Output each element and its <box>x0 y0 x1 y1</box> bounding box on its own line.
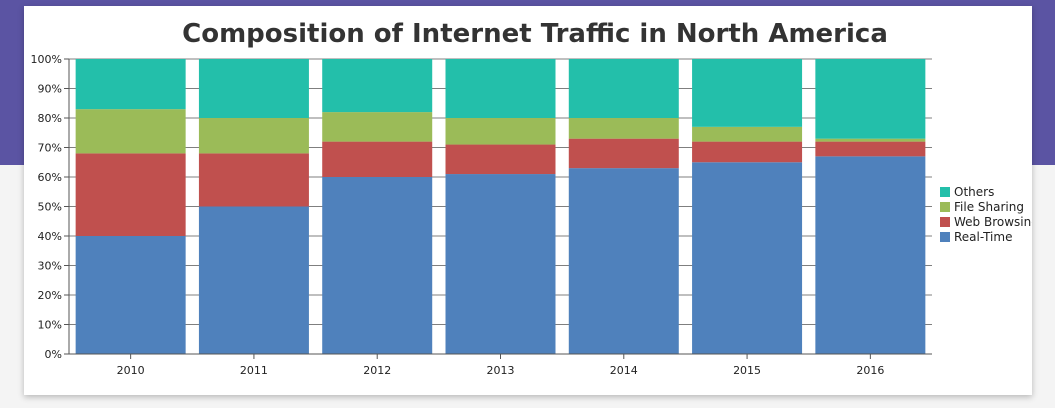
legend-swatch <box>940 202 950 212</box>
y-tick-label: 60% <box>38 171 62 184</box>
bar-segment-real-time-2014[interactable] <box>568 168 679 354</box>
bar-segment-others-2010[interactable] <box>75 59 186 110</box>
bar-segment-web-browsing-2011[interactable] <box>198 153 309 207</box>
bar-segment-file-sharing-2010[interactable] <box>75 109 186 154</box>
x-tick-label: 2010 <box>117 364 145 377</box>
stacked-bar-chart: Composition of Internet Traffic in North… <box>31 19 1032 377</box>
bar-segment-real-time-2016[interactable] <box>815 156 926 354</box>
bar-segment-others-2015[interactable] <box>692 59 803 127</box>
bar-segment-web-browsing-2010[interactable] <box>75 153 186 236</box>
bar-segment-web-browsing-2015[interactable] <box>692 141 803 163</box>
bar-segment-file-sharing-2011[interactable] <box>198 118 309 154</box>
legend-item-label[interactable]: File Sharing <box>954 200 1024 214</box>
y-tick-label: 70% <box>38 142 62 155</box>
x-tick-label: 2014 <box>610 364 638 377</box>
x-tick-label: 2012 <box>363 364 391 377</box>
chart-card: Composition of Internet Traffic in North… <box>24 6 1032 395</box>
bar-segment-web-browsing-2012[interactable] <box>322 141 433 177</box>
legend-item-label[interactable]: Others <box>954 185 994 199</box>
y-tick-label: 20% <box>38 289 62 302</box>
bar-segment-others-2011[interactable] <box>198 59 309 118</box>
bar-segment-file-sharing-2013[interactable] <box>445 118 556 145</box>
bar-segment-real-time-2010[interactable] <box>75 236 186 354</box>
y-tick-label: 10% <box>38 319 62 332</box>
bar-segment-real-time-2013[interactable] <box>445 174 556 354</box>
y-tick-label: 40% <box>38 230 62 243</box>
legend-swatch <box>940 232 950 242</box>
y-axis: 0% 10% 20% 30% 40% 50% 60% 70% 80% 90% 100% <box>31 53 70 361</box>
legend-item-label[interactable]: Web Browsing <box>954 215 1032 229</box>
legend-item-label[interactable]: Real-Time <box>954 230 1012 244</box>
y-tick-label: 0% <box>45 348 62 361</box>
x-tick-label: 2013 <box>487 364 515 377</box>
bar-segment-file-sharing-2015[interactable] <box>692 126 803 142</box>
x-axis: 2010 2011 2012 2013 2014 2015 2016 <box>69 353 932 377</box>
bar-segment-file-sharing-2014[interactable] <box>568 118 679 139</box>
bar-segment-real-time-2015[interactable] <box>692 162 803 354</box>
legend-swatch <box>940 187 950 197</box>
chart-title: Composition of Internet Traffic in North… <box>182 19 888 49</box>
bar-segment-others-2013[interactable] <box>445 59 556 118</box>
bar-segment-others-2016[interactable] <box>815 59 926 139</box>
y-tick-label: 30% <box>38 260 62 273</box>
bar-segment-others-2014[interactable] <box>568 59 679 118</box>
bar-segment-real-time-2011[interactable] <box>198 206 309 355</box>
bar-segment-web-browsing-2013[interactable] <box>445 144 556 175</box>
bar-segment-web-browsing-2016[interactable] <box>815 141 926 157</box>
bars <box>75 59 926 355</box>
bar-segment-file-sharing-2016[interactable] <box>815 138 926 142</box>
y-tick-label: 100% <box>31 53 62 66</box>
x-tick-label: 2011 <box>240 364 268 377</box>
bar-segment-real-time-2012[interactable] <box>322 177 433 354</box>
bar-segment-others-2012[interactable] <box>322 59 433 113</box>
y-tick-label: 50% <box>38 201 62 214</box>
bar-segment-web-browsing-2014[interactable] <box>568 138 679 169</box>
x-tick-label: 2015 <box>733 364 761 377</box>
y-tick-label: 90% <box>38 83 62 96</box>
x-tick-label: 2016 <box>856 364 884 377</box>
bar-segment-file-sharing-2012[interactable] <box>322 112 433 142</box>
y-tick-label: 80% <box>38 112 62 125</box>
legend-swatch <box>940 217 950 227</box>
